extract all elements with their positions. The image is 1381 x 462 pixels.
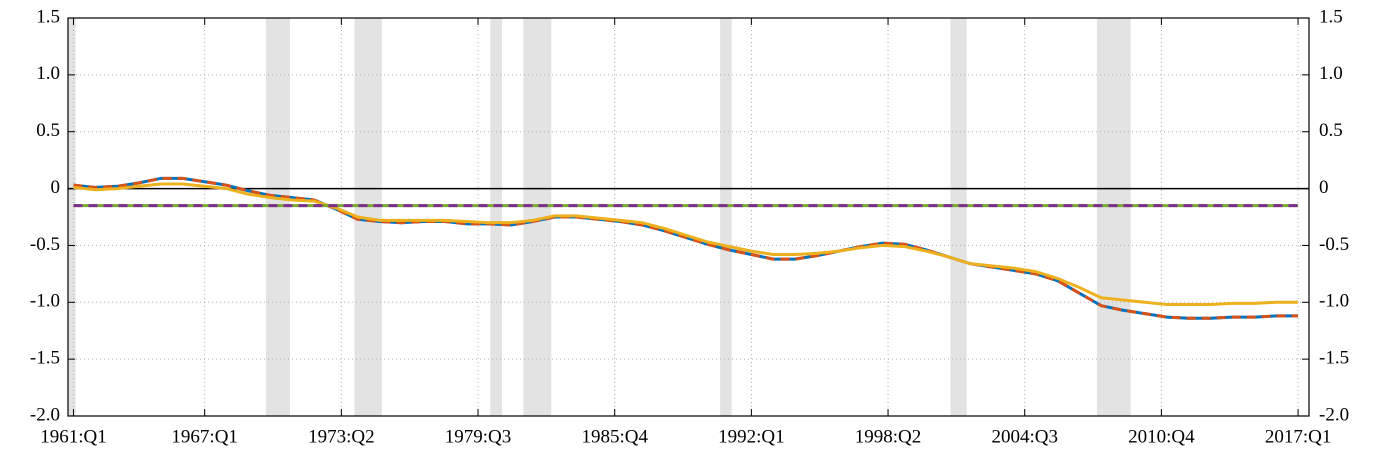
x-tick-label: 1973:Q2 — [308, 426, 375, 447]
x-tick-label: 1998:Q2 — [855, 426, 922, 447]
plot-frame — [67, 17, 1310, 417]
x-tick-label: 1985:Q4 — [581, 426, 648, 447]
x-tick-label: 1967:Q1 — [171, 426, 238, 447]
y2-tick-label: -1.5 — [1319, 348, 1349, 369]
y-tick-label: -0.5 — [30, 234, 60, 255]
y2-tick-label: -0.5 — [1319, 234, 1349, 255]
y2-tick-label: 0.5 — [1319, 120, 1343, 141]
recession-band — [1096, 18, 1131, 416]
y2-tick-label: 1.0 — [1319, 63, 1343, 84]
series-line — [73, 176, 1299, 320]
x-tick-label: 1961:Q1 — [40, 426, 107, 447]
y-tick-label: 0.5 — [36, 120, 60, 141]
recession-band — [68, 18, 76, 416]
x-tick-label: 2010:Q4 — [1128, 426, 1195, 447]
y-tick-label: 1.5 — [36, 6, 60, 27]
y-tick-label: -1.5 — [30, 348, 60, 369]
y-tick-label: -1.0 — [30, 291, 60, 312]
x-tick-label: 1979:Q3 — [445, 426, 512, 447]
y2-tick-label: 0 — [1319, 177, 1329, 198]
y-tick-label: 0 — [51, 177, 61, 198]
recession-band — [490, 18, 503, 416]
x-tick-label: 2004:Q3 — [991, 426, 1058, 447]
recession-band — [950, 18, 967, 416]
series-line — [73, 182, 1299, 307]
y-tick-label: -2.0 — [30, 404, 60, 425]
x-tick-label: 1992:Q1 — [718, 426, 785, 447]
y2-tick-label: 1.5 — [1319, 6, 1343, 27]
y2-tick-label: -2.0 — [1319, 404, 1349, 425]
x-tick-label: 2017:Q1 — [1265, 426, 1332, 447]
recession-band — [265, 18, 290, 416]
y2-tick-label: -1.0 — [1319, 291, 1349, 312]
recession-band — [720, 18, 732, 416]
y-tick-label: 1.0 — [36, 63, 60, 84]
